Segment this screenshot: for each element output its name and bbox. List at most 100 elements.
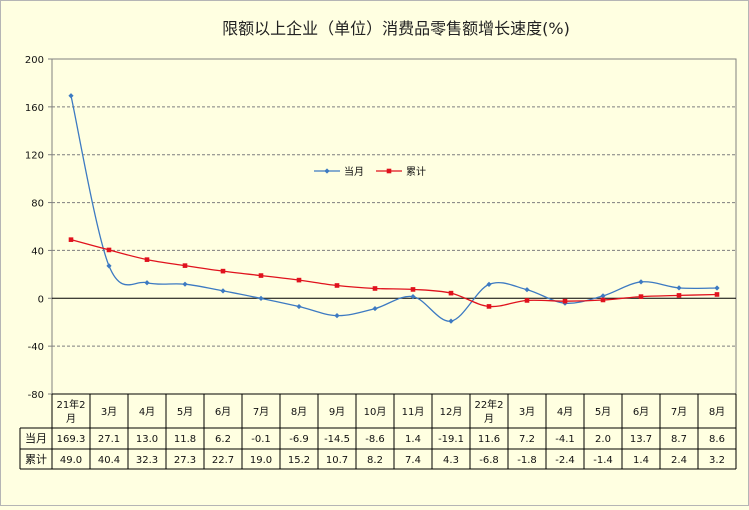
y-tick-label: 40	[31, 246, 44, 257]
x-category-label: 月	[484, 413, 494, 425]
legend-label: 当月	[344, 165, 364, 178]
legend: 当月 累计	[314, 165, 426, 178]
data-point	[144, 257, 150, 262]
table-cell: -8.6	[365, 434, 385, 445]
data-point	[448, 318, 454, 324]
data-point	[182, 281, 188, 287]
data-point	[448, 290, 454, 296]
data-point	[714, 292, 720, 297]
data-point	[638, 279, 644, 285]
legend-label: 累计	[406, 165, 426, 178]
table-cell: 13.0	[136, 434, 158, 445]
table-cell: 2.4	[671, 455, 687, 466]
data-point	[220, 268, 226, 274]
y-tick-label: 80	[31, 199, 44, 210]
table-cell: 10.7	[326, 455, 348, 466]
data-point	[676, 285, 682, 291]
x-category-label: 3月	[101, 406, 117, 418]
table-cell: 40.4	[98, 455, 120, 466]
table-cell: 1.4	[633, 455, 649, 466]
table-cell: 1.4	[405, 434, 421, 445]
table-cell: 6.2	[215, 434, 231, 445]
table-cell: 3.2	[709, 455, 725, 466]
table-cell: 49.0	[60, 455, 82, 466]
table-cell: 13.7	[630, 434, 652, 445]
data-point	[600, 293, 606, 299]
data-point	[144, 280, 150, 286]
data-point	[410, 287, 416, 292]
table-cell: -14.5	[324, 434, 350, 445]
series-layer	[68, 93, 720, 324]
table-cell: -2.4	[555, 455, 575, 466]
data-point	[106, 263, 112, 269]
x-category-label: 6月	[215, 406, 231, 418]
x-category-label: 8月	[709, 406, 725, 418]
table-cell: -6.9	[289, 434, 309, 445]
table-cell: 11.6	[478, 434, 500, 445]
data-point	[296, 277, 302, 283]
x-category-label: 3月	[519, 406, 535, 418]
x-category-label: 11月	[402, 406, 425, 418]
data-table: 21年2 月 3月 4月 5月 6月 7月 8月 9月 10月 11月 12月 22年2 月 3月 4月 5月 6…	[19, 393, 737, 470]
data-point	[486, 281, 492, 288]
legend-marker	[386, 168, 392, 174]
table-cell: 8.2	[367, 455, 383, 466]
data-point	[410, 294, 416, 300]
x-category-label: 22年2	[474, 398, 503, 411]
x-category-label: 8月	[291, 406, 307, 418]
data-point	[258, 295, 264, 302]
data-point	[220, 288, 226, 294]
table-cell: 27.3	[174, 455, 196, 466]
grid	[51, 58, 737, 395]
y-tick-label: -80	[28, 390, 44, 401]
data-point	[486, 304, 492, 309]
data-point	[372, 286, 378, 291]
table-cell: 15.2	[288, 455, 310, 466]
data-point	[562, 298, 568, 304]
table-cell: 19.0	[250, 455, 272, 466]
data-point	[334, 313, 340, 319]
table-cell: 8.7	[671, 434, 687, 445]
table-cell: 11.8	[174, 434, 196, 445]
series-line-2	[70, 239, 718, 308]
table-cell: 22.7	[212, 455, 234, 466]
table-cell: -1.8	[517, 455, 537, 466]
data-point	[524, 287, 530, 293]
y-tick-label: 0	[38, 294, 44, 305]
data-point	[68, 237, 74, 242]
data-point	[676, 293, 682, 298]
data-point	[106, 247, 112, 253]
table-cell: 8.6	[709, 434, 725, 445]
x-category-label: 7月	[253, 406, 269, 418]
x-category-label: 10月	[364, 406, 387, 418]
x-category-label: 6月	[633, 406, 649, 418]
x-category-label: 月	[66, 413, 76, 425]
data-point	[714, 285, 720, 291]
y-tick-label: 200	[25, 55, 44, 66]
table-cell: 2.0	[595, 434, 611, 445]
data-point	[334, 283, 340, 288]
data-point	[68, 93, 74, 99]
data-point	[296, 303, 302, 310]
x-category-label: 9月	[329, 406, 345, 418]
x-category-label: 4月	[557, 406, 573, 418]
data-point	[524, 298, 530, 303]
table-cell: 7.4	[405, 455, 421, 466]
table-cell: 7.2	[519, 434, 535, 445]
table-cell: 27.1	[98, 434, 120, 445]
table-cell: -4.1	[555, 434, 575, 445]
x-category-label: 5月	[595, 406, 611, 418]
table-row-header: 累计	[25, 453, 47, 466]
x-category-label: 5月	[177, 406, 193, 418]
table-cell: -0.1	[251, 434, 271, 445]
table-row-header: 当月	[25, 431, 47, 445]
table-cell: -6.8	[479, 455, 499, 466]
table-cell: 32.3	[136, 455, 158, 466]
x-category-label: 7月	[671, 406, 687, 418]
table-cell: -19.1	[438, 434, 464, 445]
y-axis: 200 160 120 80 40 0 -40 -80	[25, 55, 52, 401]
x-category-label: 4月	[139, 406, 155, 418]
y-tick-label: -40	[28, 342, 44, 353]
data-point	[258, 273, 264, 278]
